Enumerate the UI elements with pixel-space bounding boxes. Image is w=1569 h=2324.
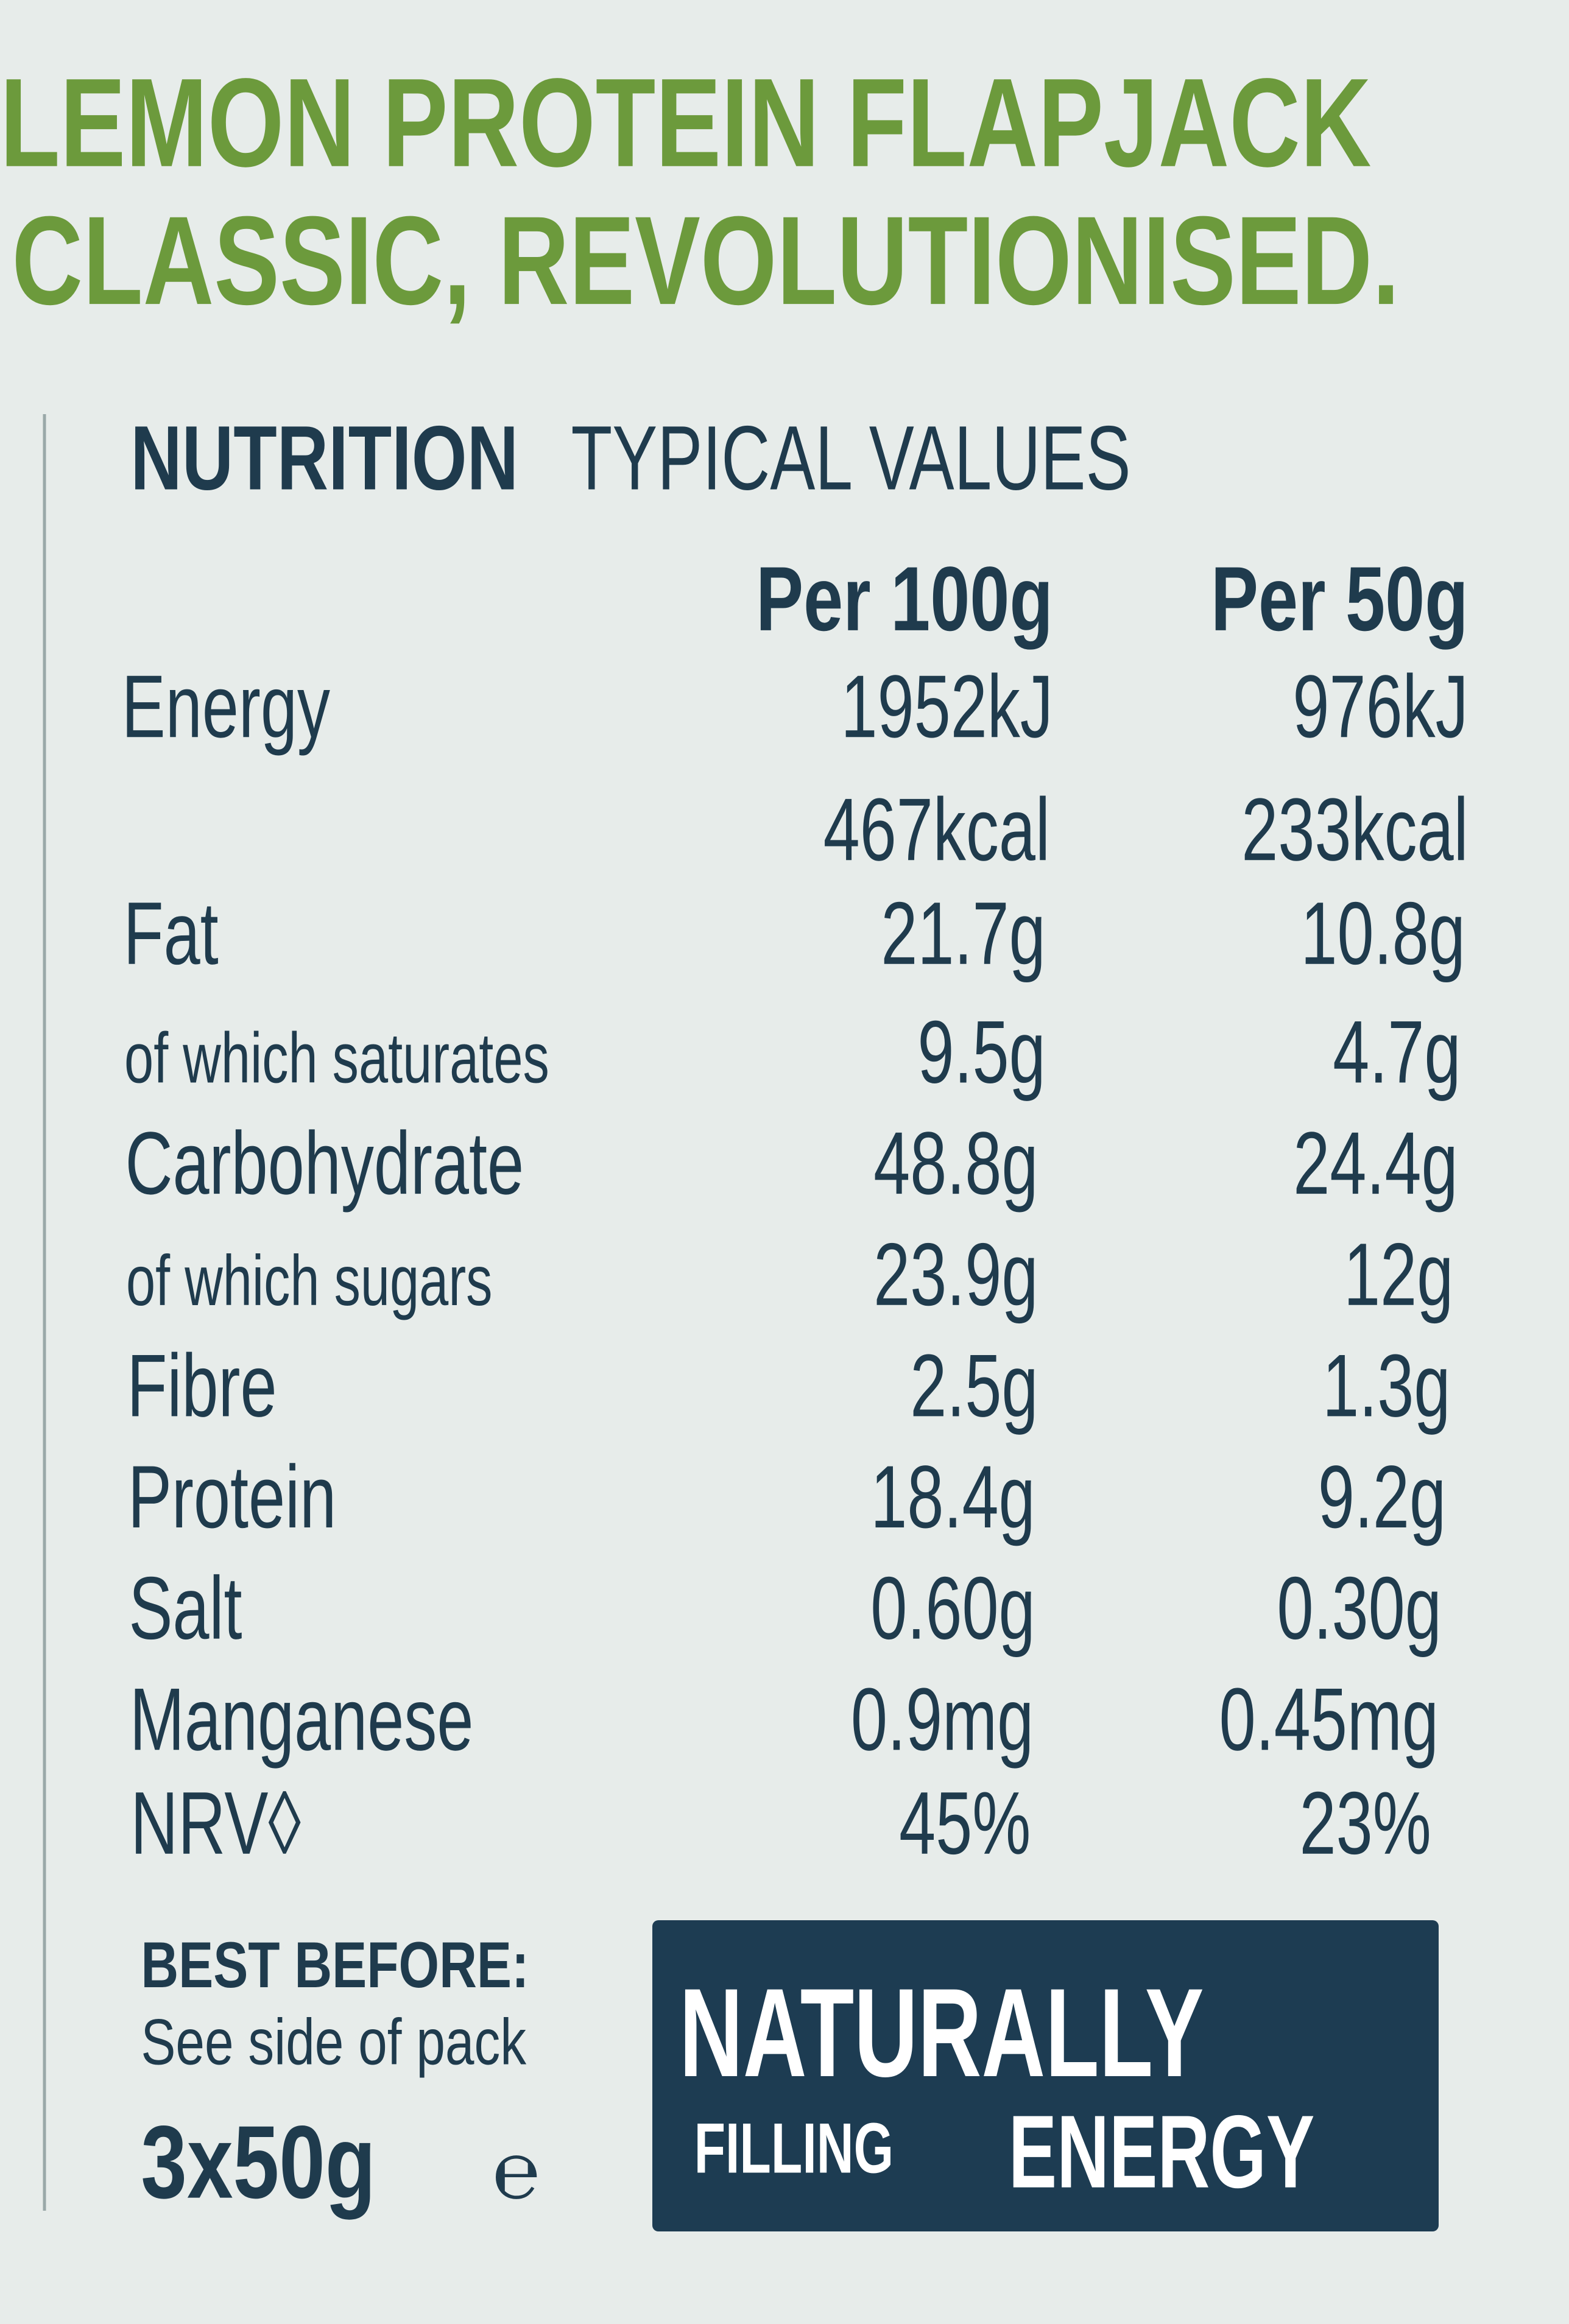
- row-value: 467kcal: [823, 781, 1050, 880]
- row-value: 10.8g: [1300, 884, 1465, 984]
- row-value: 4.7g: [1333, 1003, 1461, 1102]
- row-label: Salt: [129, 1559, 242, 1658]
- row-value: 0.30g: [1277, 1559, 1441, 1658]
- product-title: LEMON PROTEIN FLAPJACK: [0, 52, 1371, 193]
- best-before-text: See side of pack: [141, 2005, 526, 2078]
- weight: 3x50g: [141, 2104, 376, 2220]
- row-value: 12g: [1344, 1225, 1453, 1325]
- badge-text: ENERGY: [1009, 2094, 1315, 2210]
- row-value: 0.9mg: [851, 1671, 1034, 1770]
- column-header: Per 100g: [756, 548, 1053, 650]
- row-value: 23.9g: [873, 1225, 1038, 1325]
- row-label: NRV◊: [130, 1774, 301, 1873]
- row-value: 9.2g: [1318, 1448, 1446, 1547]
- row-label: Fat: [124, 884, 219, 984]
- row-value: 48.8g: [873, 1114, 1038, 1213]
- estimated-sign: ℮: [492, 2126, 540, 2215]
- row-label: Carbohydrate: [125, 1114, 524, 1213]
- row-label: Manganese: [130, 1671, 474, 1770]
- row-value: 24.4g: [1293, 1114, 1458, 1213]
- row-label: of which sugars: [126, 1241, 492, 1320]
- row-label: of which saturates: [124, 1018, 549, 1098]
- row-value: 23%: [1300, 1774, 1431, 1873]
- column-header: Per 50g: [1211, 548, 1469, 650]
- row-value: 9.5g: [917, 1003, 1045, 1102]
- row-value: 18.4g: [870, 1448, 1035, 1547]
- badge-text: FILLING: [694, 2108, 894, 2188]
- row-value: 45%: [899, 1774, 1031, 1873]
- row-label: Energy: [122, 657, 330, 756]
- row-value: 2.5g: [910, 1337, 1038, 1436]
- best-before-label: BEST BEFORE:: [141, 1928, 529, 2001]
- row-value: 0.60g: [870, 1559, 1035, 1658]
- row-label: Fibre: [127, 1337, 277, 1436]
- nutrition-subheading: TYPICAL VALUES: [571, 407, 1130, 509]
- badge-text: NATURALLY: [679, 1962, 1204, 2103]
- row-value: 0.45mg: [1219, 1671, 1439, 1770]
- badge-box: [652, 1920, 1439, 2231]
- row-value: 21.7g: [881, 884, 1045, 984]
- row-value: 1952kJ: [841, 657, 1052, 756]
- row-label: Protein: [128, 1448, 336, 1547]
- nutrition-heading: NUTRITION: [130, 407, 518, 509]
- row-value: 976kJ: [1292, 657, 1468, 756]
- row-value: 233kcal: [1241, 781, 1468, 880]
- row-value: 1.3g: [1322, 1337, 1450, 1436]
- tagline: CLASSIC, REVOLUTIONISED.: [12, 191, 1400, 331]
